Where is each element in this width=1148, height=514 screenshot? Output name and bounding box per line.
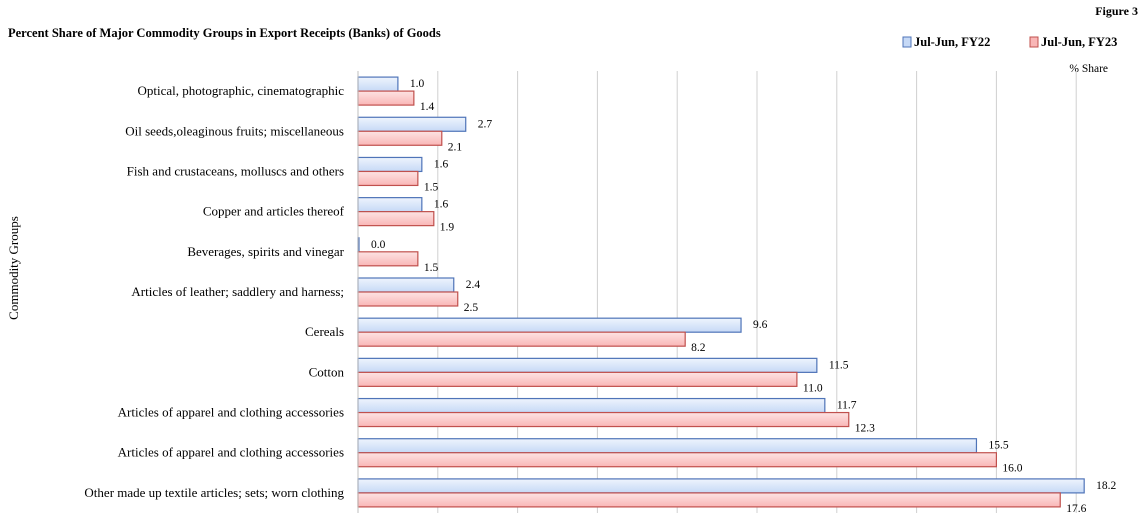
value-label-fy23: 11.0 bbox=[803, 382, 823, 394]
value-label-fy23: 2.5 bbox=[464, 302, 479, 314]
bar-fy22 bbox=[357, 438, 978, 454]
bar-fy22 bbox=[357, 277, 455, 293]
bar-fy23 bbox=[357, 411, 850, 428]
unit-label: % Share bbox=[1069, 63, 1108, 75]
bar-fy22 bbox=[357, 156, 423, 173]
value-label-fy22: 2.7 bbox=[478, 118, 493, 130]
value-label-fy22: 18.2 bbox=[1096, 480, 1116, 492]
category-label: Cotton bbox=[309, 364, 345, 379]
value-label-fy22: 1.0 bbox=[410, 78, 425, 90]
value-label-fy23: 8.2 bbox=[691, 342, 706, 354]
category-label: Cereals bbox=[305, 324, 344, 339]
category-labels: Optical, photographic, cinematographic Oi… bbox=[84, 83, 344, 500]
bar-fy23 bbox=[357, 492, 1061, 508]
value-label-fy23: 17.6 bbox=[1066, 503, 1086, 514]
bar-fy22 bbox=[357, 478, 1085, 494]
value-label-fy22: 0.0 bbox=[371, 239, 386, 251]
bar-fy23 bbox=[357, 211, 435, 227]
bar-fy22 bbox=[357, 397, 826, 414]
gridlines bbox=[437, 71, 1077, 513]
value-label-fy23: 1.4 bbox=[420, 101, 435, 113]
value-label-fy23: 16.0 bbox=[1002, 463, 1022, 475]
category-label: Other made up textile articles; sets; wo… bbox=[84, 485, 344, 500]
bar-fy23 bbox=[357, 331, 686, 347]
category-label: Optical, photographic, cinematographic bbox=[138, 83, 345, 98]
legend-label-fy23: Jul-Jun, FY23 bbox=[1041, 35, 1117, 49]
value-label-fy23: 2.1 bbox=[448, 141, 463, 153]
value-label-fy22: 1.6 bbox=[434, 158, 449, 170]
value-label-fy23: 1.9 bbox=[440, 222, 455, 234]
category-label: Fish and crustaceans, molluscs and other… bbox=[127, 163, 344, 178]
category-label: Articles of leather; saddlery and harnes… bbox=[131, 284, 344, 299]
bar-fy22 bbox=[357, 76, 399, 92]
value-labels: 1.0 1.4 2.7 2.1 1.6 1.5 1.6 1.9 0.0 1.5 2.4 2.5 9.6 8… bbox=[371, 78, 1117, 514]
bar-fy22 bbox=[357, 116, 467, 132]
chart-title: Percent Share of Major Commodity Groups … bbox=[8, 26, 441, 40]
bar-fy23 bbox=[357, 90, 415, 106]
legend: Jul-Jun, FY22 Jul-Jun, FY23 bbox=[902, 35, 1117, 49]
legend-swatch-fy23 bbox=[1029, 36, 1039, 48]
bar-fy23 bbox=[357, 251, 419, 267]
bar-fy23 bbox=[357, 371, 798, 387]
bar-fy23 bbox=[357, 170, 419, 187]
category-label: Articles of apparel and clothing accesso… bbox=[118, 405, 344, 420]
legend-label-fy22: Jul-Jun, FY22 bbox=[914, 35, 990, 49]
category-label: Beverages, spirits and vinegar bbox=[187, 244, 344, 259]
bar-fy23 bbox=[357, 130, 443, 146]
value-label-fy23: 1.5 bbox=[424, 262, 439, 274]
category-label: Oil seeds,oleaginous fruits; miscellaneo… bbox=[125, 123, 344, 138]
value-label-fy23: 12.3 bbox=[855, 423, 875, 435]
bar-fy22 bbox=[357, 357, 818, 373]
category-label: Copper and articles thereof bbox=[203, 204, 345, 219]
category-label: Articles of apparel and clothing accesso… bbox=[118, 445, 344, 460]
value-label-fy23: 1.5 bbox=[424, 181, 439, 193]
value-label-fy22: 1.6 bbox=[434, 199, 449, 211]
value-label-fy22: 2.4 bbox=[466, 279, 481, 291]
legend-swatch-fy22 bbox=[902, 36, 912, 48]
bar-fy22 bbox=[357, 317, 742, 333]
value-label-fy22: 15.5 bbox=[988, 440, 1008, 452]
value-label-fy22: 9.6 bbox=[753, 319, 768, 331]
bar-fy22 bbox=[357, 197, 423, 213]
value-label-fy22: 11.5 bbox=[829, 359, 849, 371]
figure-label: Figure 3 bbox=[1095, 4, 1138, 18]
value-label-fy22: 11.7 bbox=[837, 400, 857, 412]
bar-fy23 bbox=[357, 291, 459, 307]
y-axis-label: Commodity Groups bbox=[6, 216, 21, 320]
bars bbox=[357, 76, 1085, 508]
bar-fy23 bbox=[357, 452, 998, 468]
